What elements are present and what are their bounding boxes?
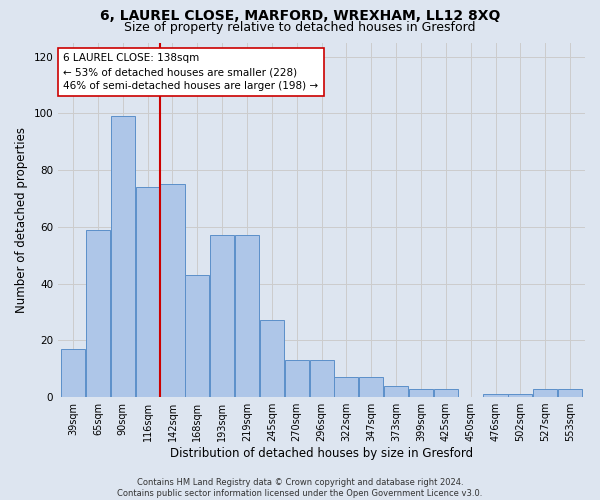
Bar [210,236,234,397]
Bar [86,230,110,397]
Bar [359,377,383,397]
Bar [508,394,532,397]
Bar [334,377,358,397]
Bar [310,360,334,397]
Bar [235,236,259,397]
Text: 6 LAUREL CLOSE: 138sqm
← 53% of detached houses are smaller (228)
46% of semi-de: 6 LAUREL CLOSE: 138sqm ← 53% of detached… [64,53,319,91]
Bar [558,388,582,397]
Bar [434,388,458,397]
Bar [284,360,309,397]
Bar [111,116,135,397]
Bar [384,386,408,397]
Bar [61,349,85,397]
Bar [136,187,160,397]
Bar [533,388,557,397]
Bar [409,388,433,397]
Bar [185,275,209,397]
Y-axis label: Number of detached properties: Number of detached properties [15,127,28,313]
Bar [160,184,185,397]
Text: Size of property relative to detached houses in Gresford: Size of property relative to detached ho… [124,22,476,35]
Bar [484,394,508,397]
X-axis label: Distribution of detached houses by size in Gresford: Distribution of detached houses by size … [170,447,473,460]
Text: 6, LAUREL CLOSE, MARFORD, WREXHAM, LL12 8XQ: 6, LAUREL CLOSE, MARFORD, WREXHAM, LL12 … [100,9,500,23]
Text: Contains HM Land Registry data © Crown copyright and database right 2024.
Contai: Contains HM Land Registry data © Crown c… [118,478,482,498]
Bar [260,320,284,397]
